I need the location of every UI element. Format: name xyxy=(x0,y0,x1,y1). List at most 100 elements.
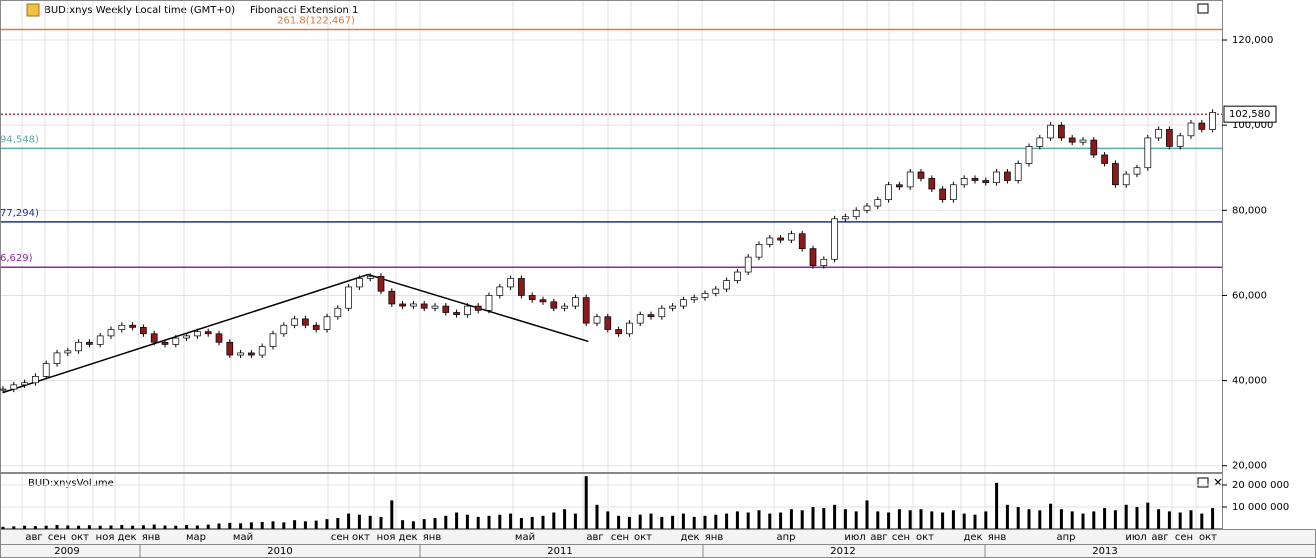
maximize-volume[interactable] xyxy=(1197,477,1209,488)
volume-bar xyxy=(77,525,81,529)
month-label: авг xyxy=(25,532,42,543)
volume-bar xyxy=(303,521,307,529)
month-label: авг xyxy=(1151,532,1168,543)
volume-bar xyxy=(379,516,383,529)
candle xyxy=(172,337,180,345)
candle xyxy=(647,314,655,318)
month-label: дек xyxy=(680,532,699,543)
candle xyxy=(129,324,136,328)
candle xyxy=(842,216,849,220)
month-label: май xyxy=(515,532,535,543)
candle xyxy=(1004,171,1011,181)
volume-bar xyxy=(941,512,945,529)
candle xyxy=(204,331,212,335)
fib-label: 261.8(122,467) xyxy=(277,16,355,27)
candle xyxy=(302,318,309,326)
volume-bar xyxy=(476,516,480,529)
candle xyxy=(1079,139,1087,143)
candle xyxy=(442,305,450,313)
volume-bar xyxy=(1211,508,1215,529)
study-name[interactable]: Fibonacci Extension 1 xyxy=(250,5,358,16)
candle xyxy=(1144,137,1152,169)
month-label: май xyxy=(233,532,253,543)
volume-bar xyxy=(951,510,955,529)
volume-bar xyxy=(336,518,340,529)
month-label: июл xyxy=(1125,532,1146,543)
month-label: дек xyxy=(117,532,136,543)
month-label: сен xyxy=(48,532,66,543)
candle xyxy=(258,346,266,356)
candle xyxy=(75,341,82,352)
header-title[interactable]: BUD:xnys Weekly Local time (GMT+0) xyxy=(44,5,235,16)
month-label: сен xyxy=(892,532,910,543)
volume-bar xyxy=(1103,508,1107,529)
month-label: дек xyxy=(963,532,982,543)
volume-bar xyxy=(563,509,567,529)
fib-label: 6,629) xyxy=(0,253,33,264)
symbol-icon[interactable] xyxy=(26,3,40,17)
volume-bar xyxy=(163,525,167,529)
candle xyxy=(971,178,979,181)
volume-bar xyxy=(779,512,783,529)
volume-bar xyxy=(195,525,199,529)
candle xyxy=(1166,129,1173,147)
month-label: окт xyxy=(1199,532,1217,543)
volume-bar xyxy=(411,521,415,529)
month-label: окт xyxy=(916,532,934,543)
volume-bar xyxy=(660,516,664,529)
candle xyxy=(1014,163,1022,181)
candle xyxy=(399,303,406,307)
month-label: окт xyxy=(352,532,370,543)
candle xyxy=(604,316,612,330)
candle xyxy=(636,314,644,324)
candle xyxy=(788,233,795,241)
candle xyxy=(183,335,190,339)
candle xyxy=(1133,167,1141,175)
volume-tick-label: 10 000 000 xyxy=(1232,502,1289,513)
y-tick-label: 80,000 xyxy=(1232,205,1267,216)
candle xyxy=(280,324,288,335)
volume-bar xyxy=(627,516,631,529)
volume-bar xyxy=(595,504,599,529)
maximize-button[interactable] xyxy=(1197,3,1209,14)
volume-bar xyxy=(984,511,988,529)
candle xyxy=(248,352,255,356)
volume-bar xyxy=(530,516,534,529)
candle xyxy=(21,382,28,386)
volume-bar xyxy=(681,513,685,529)
candle xyxy=(928,178,936,190)
volume-bar xyxy=(1081,513,1085,529)
volume-bar xyxy=(217,523,221,529)
candle xyxy=(194,331,201,337)
candle xyxy=(1047,124,1054,139)
candle xyxy=(1209,112,1216,130)
candle xyxy=(1025,146,1033,164)
volume-bar xyxy=(239,523,243,529)
candle xyxy=(1036,137,1044,147)
candle xyxy=(528,295,536,301)
candle xyxy=(939,188,946,201)
year-label: 2011 xyxy=(547,546,572,557)
fib-label: 94,548) xyxy=(0,134,39,145)
candle xyxy=(377,275,385,292)
volume-bar xyxy=(444,515,448,529)
candle xyxy=(312,324,320,330)
candle xyxy=(86,341,93,345)
year-label: 2012 xyxy=(830,546,855,557)
month-label: янв xyxy=(988,532,1007,543)
y-tick-label: 60,000 xyxy=(1232,290,1267,301)
candle xyxy=(507,278,514,288)
candle xyxy=(755,244,763,258)
volume-bar xyxy=(714,514,718,529)
volume-bar xyxy=(833,504,837,529)
candle xyxy=(118,324,126,330)
volume-bar xyxy=(141,525,145,529)
close-volume[interactable]: ✕ xyxy=(1213,476,1223,490)
volume-bar xyxy=(509,513,513,529)
candle xyxy=(323,316,331,330)
month-label: ноя xyxy=(377,532,396,543)
volume-bar xyxy=(865,500,869,529)
candle xyxy=(518,278,525,296)
volume-bar xyxy=(23,525,27,529)
